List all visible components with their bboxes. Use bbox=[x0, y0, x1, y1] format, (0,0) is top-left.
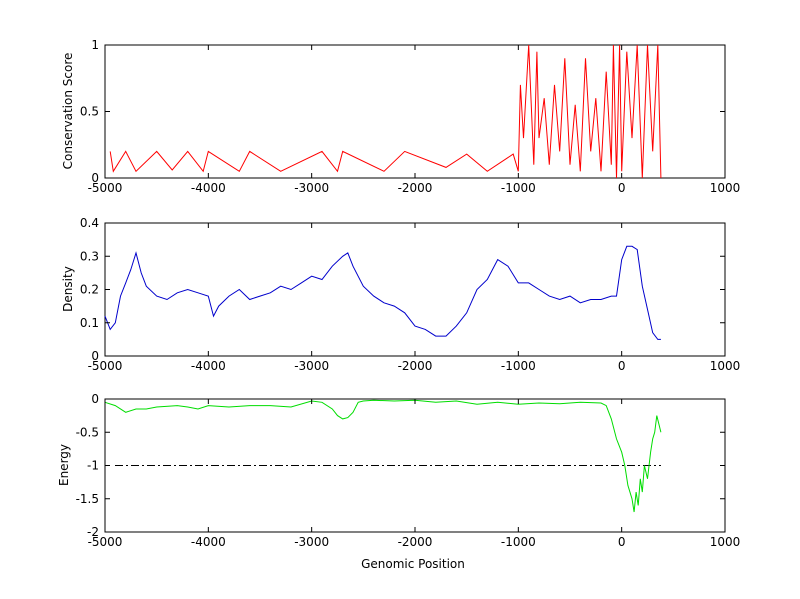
energy-xlabel: Genomic Position bbox=[361, 557, 465, 571]
density-ytick-label: 0.1 bbox=[80, 316, 99, 330]
conservation-xtick-label: -5000 bbox=[88, 181, 123, 195]
conservation-xtick-label: -3000 bbox=[294, 181, 329, 195]
density-xtick-label: 0 bbox=[618, 359, 626, 373]
energy-xtick-label: -2000 bbox=[398, 535, 433, 549]
conservation-xtick-label: -4000 bbox=[191, 181, 226, 195]
energy-ytick-label: -1 bbox=[87, 459, 99, 473]
energy-plot-area bbox=[104, 399, 662, 513]
density-ytick-label: 0.3 bbox=[80, 249, 99, 263]
density-ylabel: Density bbox=[61, 266, 75, 312]
density-xtick-label: -1000 bbox=[501, 359, 536, 373]
conservation-xtick-label: 0 bbox=[618, 181, 626, 195]
density-plot-area bbox=[104, 245, 661, 340]
energy-xtick-label: 1000 bbox=[710, 535, 741, 549]
density-panel: Density -5000 -4000 -3000 -2000 -1000 0 1000 0 0… bbox=[61, 216, 740, 373]
energy-xtick-label: -4000 bbox=[191, 535, 226, 549]
energy-ylabel: Energy bbox=[57, 444, 71, 486]
conservation-xtick-label: -2000 bbox=[398, 181, 433, 195]
conservation-series-line bbox=[109, 44, 662, 179]
conservation-xtick-label: -1000 bbox=[501, 181, 536, 195]
conservation-panel: Conservation Score -5000 -4000 -3000 -2000 -… bbox=[61, 38, 740, 195]
energy-ytick-label: -2 bbox=[87, 525, 99, 539]
energy-xtick-label: -5000 bbox=[88, 535, 123, 549]
density-ytick-label: 0.2 bbox=[80, 283, 99, 297]
conservation-ytick-label: 0.5 bbox=[80, 105, 99, 119]
energy-xtick-label: 0 bbox=[618, 535, 626, 549]
energy-ytick-label: 0 bbox=[91, 392, 99, 406]
density-xtick-label: -3000 bbox=[294, 359, 329, 373]
conservation-ylabel: Conservation Score bbox=[61, 53, 75, 170]
energy-ytick-label: -1.5 bbox=[76, 492, 99, 506]
energy-panel: Energy Genomic Position -5000 -4000 -3000 -… bbox=[57, 392, 740, 571]
density-xtick-label: -4000 bbox=[191, 359, 226, 373]
energy-xtick-label: -3000 bbox=[294, 535, 329, 549]
conservation-axes-frame bbox=[104, 44, 726, 179]
density-ytick-label: 0.4 bbox=[80, 216, 99, 230]
density-series-line bbox=[104, 245, 661, 340]
density-ytick-label: 0 bbox=[91, 349, 99, 363]
density-xtick-label: -2000 bbox=[398, 359, 433, 373]
energy-ytick-label: -0.5 bbox=[76, 425, 99, 439]
density-xtick-label: 1000 bbox=[710, 359, 741, 373]
energy-series-line bbox=[104, 399, 662, 513]
conservation-ytick-label: 0 bbox=[91, 171, 99, 185]
conservation-plot-area bbox=[109, 44, 662, 179]
conservation-ytick-label: 1 bbox=[91, 38, 99, 52]
density-xtick-label: -5000 bbox=[88, 359, 123, 373]
conservation-xtick-label: 1000 bbox=[710, 181, 741, 195]
energy-xtick-label: -1000 bbox=[501, 535, 536, 549]
density-axes-frame bbox=[104, 222, 726, 357]
